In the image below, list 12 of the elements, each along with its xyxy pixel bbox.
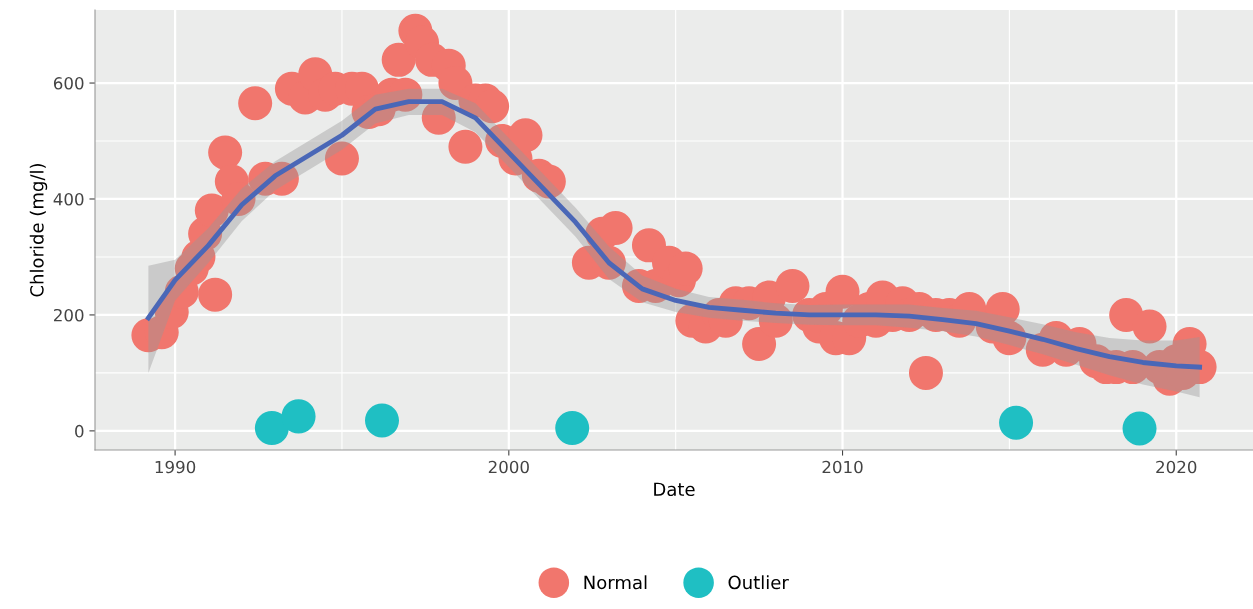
- y-tick-label: 200: [53, 308, 84, 322]
- y-tick-label: 0: [75, 424, 84, 438]
- legend-label: Outlier: [728, 575, 789, 590]
- legend-label: Normal: [584, 575, 647, 590]
- y-axis-title: Chloride (mg/l): [29, 164, 48, 297]
- y-tick-label: 400: [53, 192, 84, 206]
- y-tick-label: 600: [53, 77, 84, 90]
- x-tick-label: 2010: [822, 460, 863, 474]
- x-tick-label: 2020: [1156, 460, 1197, 474]
- x-axis-title: Date: [654, 482, 695, 497]
- x-tick-label: 1990: [155, 460, 196, 474]
- x-tick-label: 2000: [488, 460, 529, 474]
